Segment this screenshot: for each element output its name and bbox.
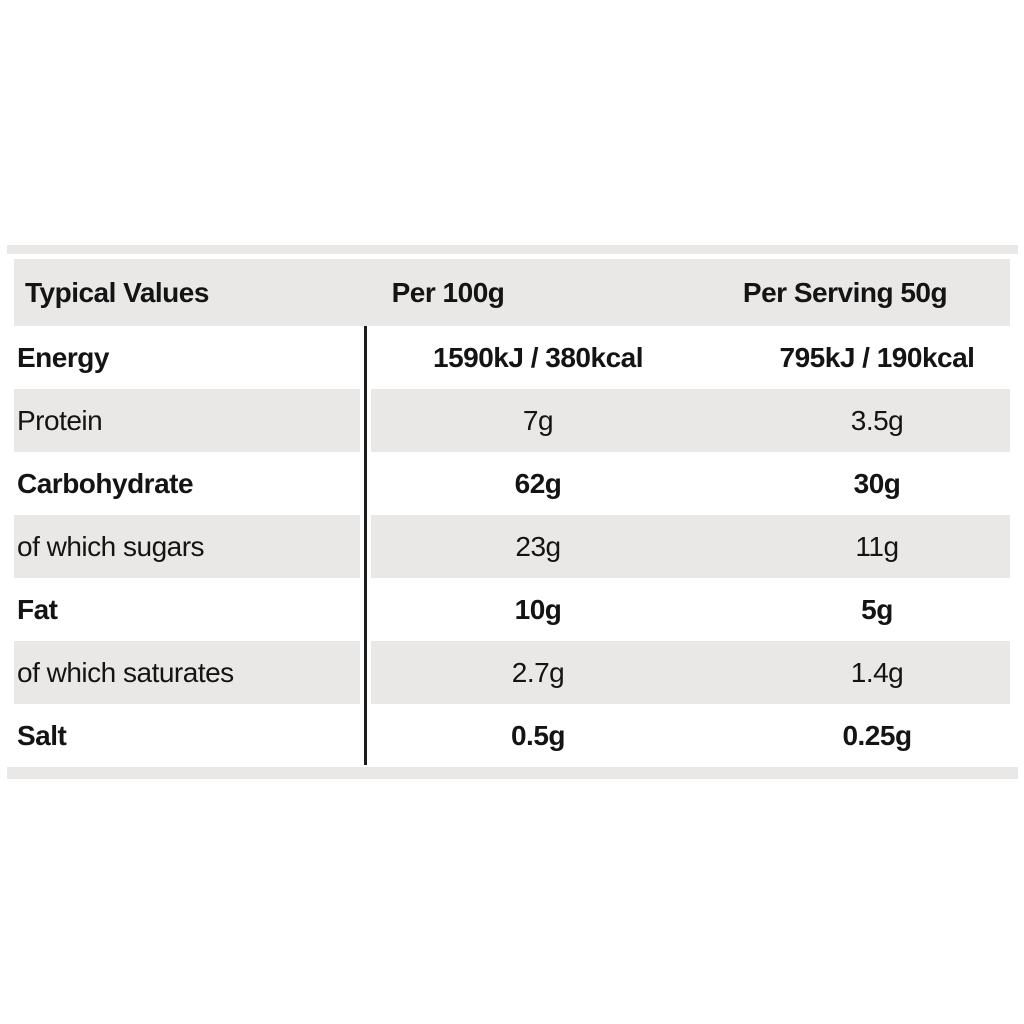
fat-per-serving-value: 5g <box>861 593 893 625</box>
row-label-fat: Fat <box>17 593 58 625</box>
column-header-per-100g: Per 100g <box>391 276 505 308</box>
energy-per-100g-value: 1590kJ / 380kcal <box>433 341 643 373</box>
saturates-per-serving-value: 1.4g <box>850 656 904 688</box>
protein-per-serving-value: 3.5g <box>850 404 904 436</box>
carbohydrate-per-serving-value: 30g <box>853 467 901 499</box>
row-label-of-which-saturates: of which saturates <box>17 656 234 688</box>
row-label-of-which-sugars: of which sugars <box>17 530 205 562</box>
salt-per-100g-value: 0.5g <box>510 719 566 751</box>
table-row-fat: Fat 10g 5g <box>14 578 1010 641</box>
table-row-carbohydrate: Carbohydrate 62g 30g <box>14 452 1010 515</box>
header-row: Typical Values Per 100g Per Serving 50g <box>14 259 1010 326</box>
table-row-salt: Salt 0.5g 0.25g <box>14 704 1010 767</box>
row-label-energy: Energy <box>17 341 109 373</box>
protein-per-100g-value: 7g <box>522 404 554 436</box>
table-row-protein: Protein 7g 3.5g <box>14 389 1010 452</box>
nutrition-table: Typical Values Per 100g Per Serving 50g … <box>14 259 1010 767</box>
saturates-per-100g-value: 2.7g <box>511 656 565 688</box>
row-label-protein: Protein <box>17 404 103 436</box>
row-label-carbohydrate: Carbohydrate <box>17 467 194 499</box>
table-row-of-which-saturates: of which saturates 2.7g 1.4g <box>14 641 1010 704</box>
column-divider-line <box>360 326 371 765</box>
row-label-salt: Salt <box>17 719 67 751</box>
column-header-per-serving-50g: Per Serving 50g <box>742 276 948 308</box>
sugars-per-serving-value: 11g <box>855 530 899 562</box>
column-header-typical-values: Typical Values <box>25 276 209 308</box>
salt-per-serving-value: 0.25g <box>842 719 912 751</box>
sugars-per-100g-value: 23g <box>515 530 561 562</box>
top-divider-strip <box>7 245 1018 254</box>
fat-per-100g-value: 10g <box>514 593 562 625</box>
bottom-divider-strip <box>7 767 1018 779</box>
carbohydrate-per-100g-value: 62g <box>514 467 562 499</box>
energy-per-serving-value: 795kJ / 190kcal <box>779 341 975 373</box>
table-row-of-which-sugars: of which sugars 23g 11g <box>14 515 1010 578</box>
table-row-energy: Energy 1590kJ / 380kcal 795kJ / 190kcal <box>14 326 1010 389</box>
